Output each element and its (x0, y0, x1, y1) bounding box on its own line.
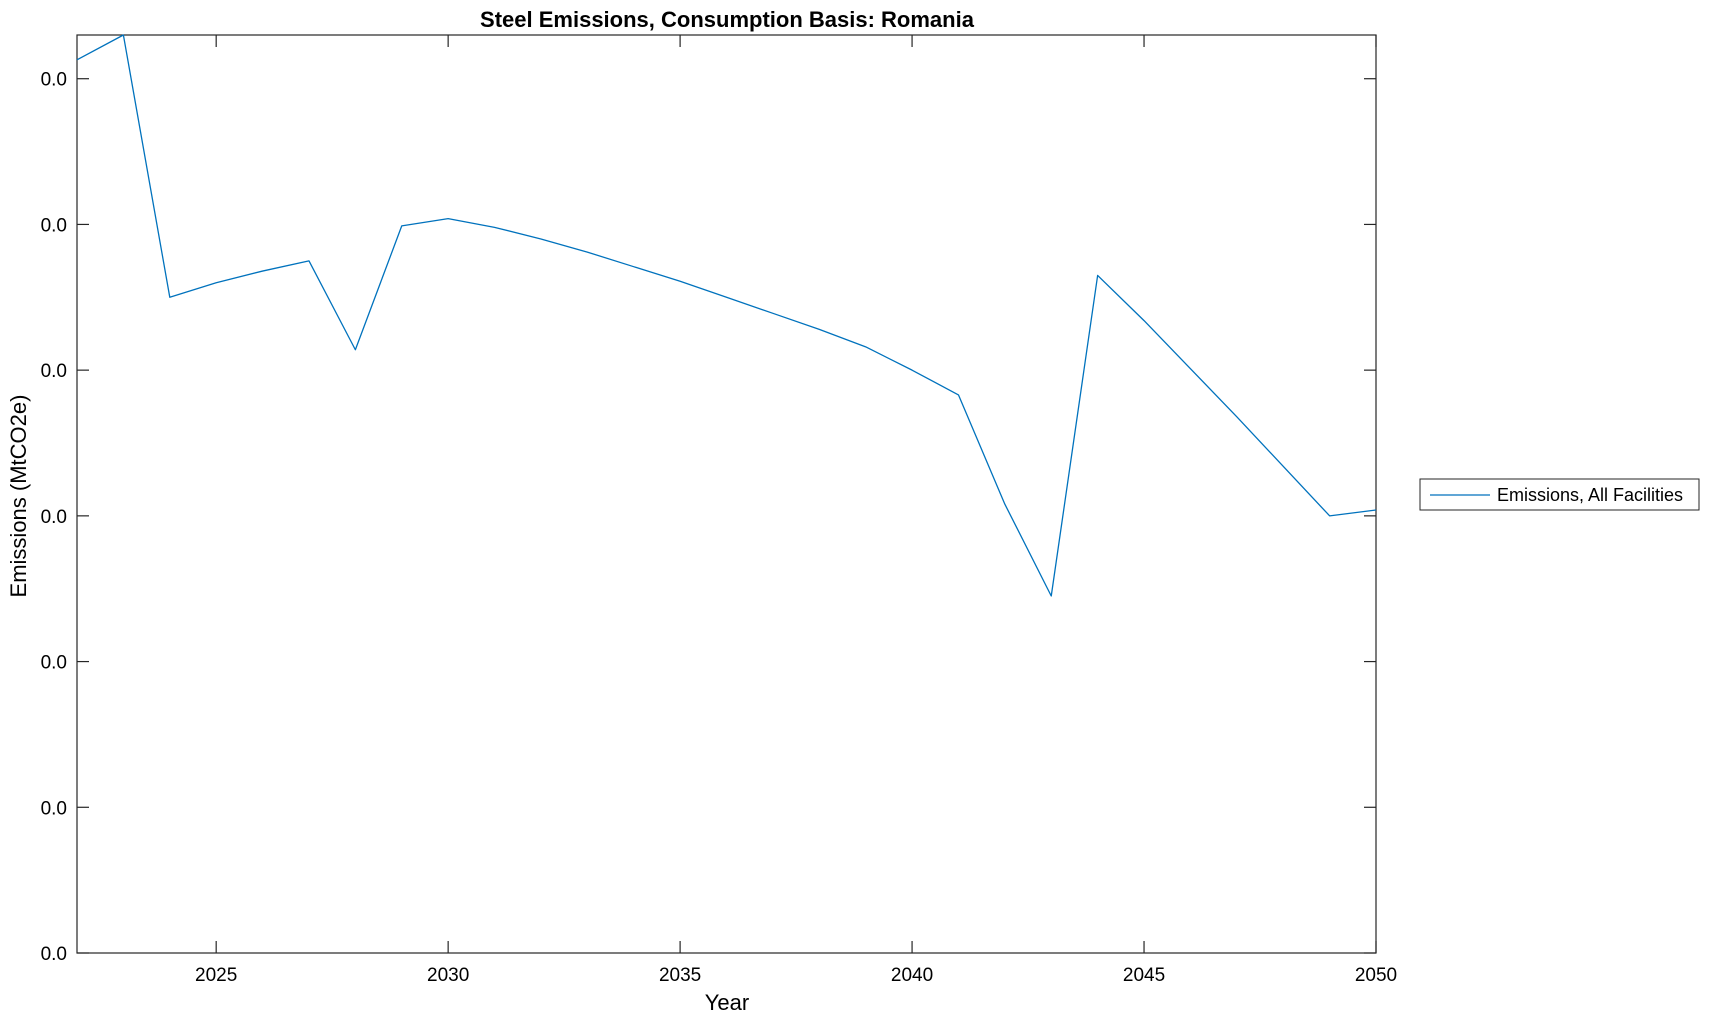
x-tick-label: 2025 (195, 965, 237, 986)
y-tick-label: 0.0 (41, 507, 67, 528)
x-tick-label: 2030 (427, 965, 469, 986)
chart-title: Steel Emissions, Consumption Basis: Roma… (480, 7, 975, 32)
series-line-emissions-all-facilities (76, 34, 1377, 597)
x-tick-label: 2045 (1123, 965, 1165, 986)
y-tick-label: 0.0 (41, 215, 67, 236)
x-tick-label: 2040 (891, 965, 933, 986)
y-tick-label: 0.0 (41, 798, 67, 819)
y-tick-label: 0.0 (41, 361, 67, 382)
legend: Emissions, All Facilities (1419, 478, 1700, 511)
y-tick-label: 0.0 (41, 653, 67, 674)
y-tick-label: 0.0 (41, 944, 67, 965)
x-axis-label: Year (705, 990, 749, 1015)
plot-area-frame (76, 34, 1377, 954)
y-axis-label: Emissions (MtCO2e) (6, 395, 31, 598)
legend-label: Emissions, All Facilities (1497, 485, 1683, 505)
x-tick-label: 2035 (659, 965, 701, 986)
y-tick-label: 0.0 (41, 70, 67, 91)
x-tick-label: 2050 (1355, 965, 1397, 986)
